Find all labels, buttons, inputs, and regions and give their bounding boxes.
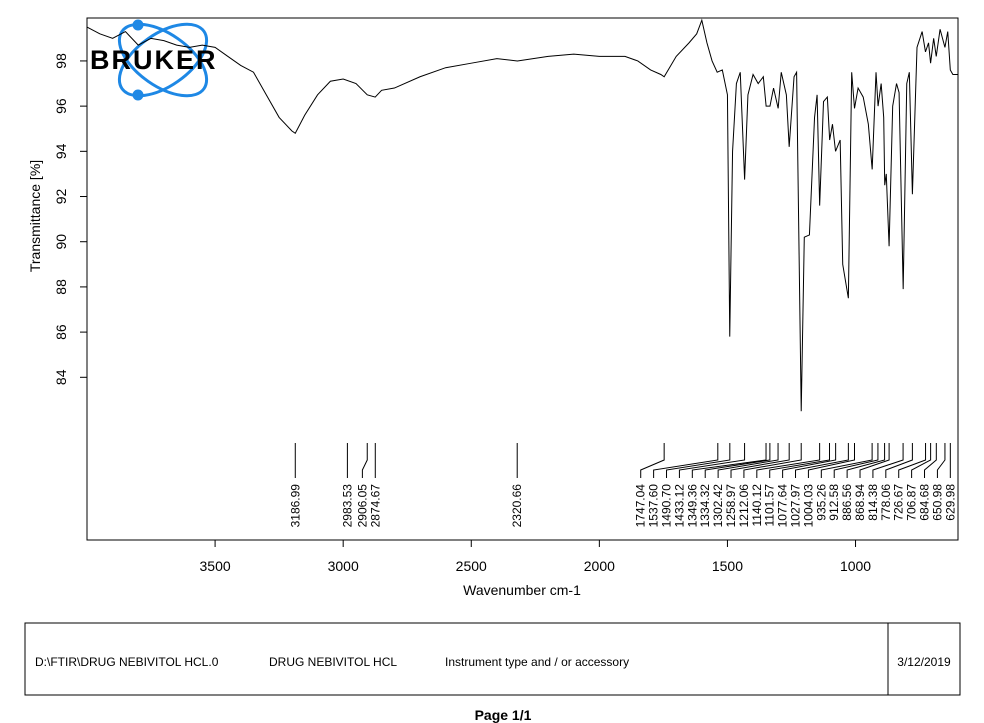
logo	[117, 19, 209, 101]
x-tick-label: 1500	[712, 558, 743, 574]
peak-leader	[859, 443, 890, 478]
peak-label: 778.06	[879, 484, 893, 521]
spectrum-line	[86, 18, 958, 412]
peak-label: 1490.70	[660, 484, 674, 528]
y-tick-label: 84	[53, 369, 69, 385]
peak-leader	[846, 443, 886, 478]
footer-box	[24, 622, 961, 696]
peak-leader	[885, 443, 913, 478]
peak-label: 935.26	[814, 484, 828, 521]
y-tick-label: 94	[53, 143, 69, 159]
y-tick-label: 90	[53, 234, 69, 250]
logo-dot	[132, 89, 144, 101]
peak-leader	[911, 443, 932, 478]
peak-label: 3186.99	[288, 484, 302, 528]
peak-label: 868.94	[853, 484, 867, 521]
x-axis-label: Wavenumber cm-1	[463, 582, 581, 598]
x-tick-label: 2500	[456, 558, 487, 574]
peak-label: 1747.04	[634, 484, 648, 528]
peak-leader	[756, 443, 821, 478]
peak-label: 1077.64	[776, 484, 790, 528]
y-tick-label: 86	[53, 324, 69, 340]
page-number: Page 1/1	[475, 707, 532, 723]
y-axis-label: Transmittance [%]	[27, 160, 43, 272]
peak-label: 814.38	[866, 484, 880, 521]
peak-label: 1537.60	[647, 484, 661, 528]
x-tick-label: 1000	[840, 558, 871, 574]
peak-label: 2906.05	[355, 484, 369, 528]
y-tick-label: 88	[53, 279, 69, 295]
peak-leader	[717, 443, 779, 478]
y-tick-label: 96	[53, 98, 69, 114]
peak-label: 1433.12	[672, 484, 686, 528]
peak-leader	[678, 443, 746, 478]
peak-label: 1140.12	[750, 484, 764, 527]
peak-label: 650.98	[930, 484, 944, 521]
peak-label: 2874.67	[368, 484, 382, 528]
footer-instrument: Instrument type and / or accessory	[445, 655, 629, 669]
peak-label: 1302.42	[711, 484, 725, 528]
x-tick-label: 3000	[328, 558, 359, 574]
x-tick-label: 2000	[584, 558, 615, 574]
peak-leader	[820, 443, 873, 478]
logo-orbit	[117, 22, 209, 98]
peak-leader	[833, 443, 879, 478]
peak-label: 886.56	[840, 484, 854, 521]
logo-text: BRUKER	[90, 45, 218, 75]
peak-leader	[640, 443, 665, 478]
plot-frame	[86, 17, 959, 541]
peak-leader	[743, 443, 802, 478]
footer-sample: DRUG NEBIVITOL HCL	[269, 655, 397, 669]
peak-label: 1258.97	[724, 484, 738, 528]
footer-date: 3/12/2019	[897, 655, 951, 669]
y-tick-label: 92	[53, 189, 69, 205]
x-tick-label: 3500	[200, 558, 231, 574]
peak-leader	[361, 443, 368, 478]
peak-label: 2983.53	[340, 484, 354, 528]
peak-label: 629.98	[943, 484, 957, 521]
peak-leader	[691, 443, 767, 478]
peak-leader	[769, 443, 831, 478]
peak-label: 1334.32	[698, 484, 712, 528]
logo-dot	[132, 19, 144, 31]
peak-leader	[898, 443, 927, 478]
peak-leader	[872, 443, 904, 478]
footer-file: D:\FTIR\DRUG NEBIVITOL HCL.0	[35, 655, 219, 669]
peak-label: 726.67	[892, 484, 906, 521]
peak-label: 2320.66	[510, 484, 524, 528]
peak-leader	[730, 443, 790, 478]
peak-leader	[782, 443, 837, 478]
peak-label: 1212.06	[737, 484, 751, 528]
logo-orbit	[117, 22, 209, 98]
peak-label: 1004.03	[801, 484, 815, 528]
peak-leader	[795, 443, 849, 478]
peak-leader	[807, 443, 855, 478]
peak-label: 1101.57	[763, 484, 777, 527]
peak-label: 684.68	[918, 484, 932, 521]
peak-leader	[653, 443, 719, 478]
peak-label: 912.58	[827, 484, 841, 521]
peak-leader	[704, 443, 771, 478]
peak-leader	[924, 443, 937, 478]
peak-label: 1349.36	[685, 484, 699, 528]
peak-leader	[666, 443, 731, 478]
peak-leader	[936, 443, 946, 478]
peak-label: 1027.97	[789, 484, 803, 528]
y-tick-label: 98	[53, 53, 69, 69]
peak-label: 706.87	[905, 484, 919, 521]
